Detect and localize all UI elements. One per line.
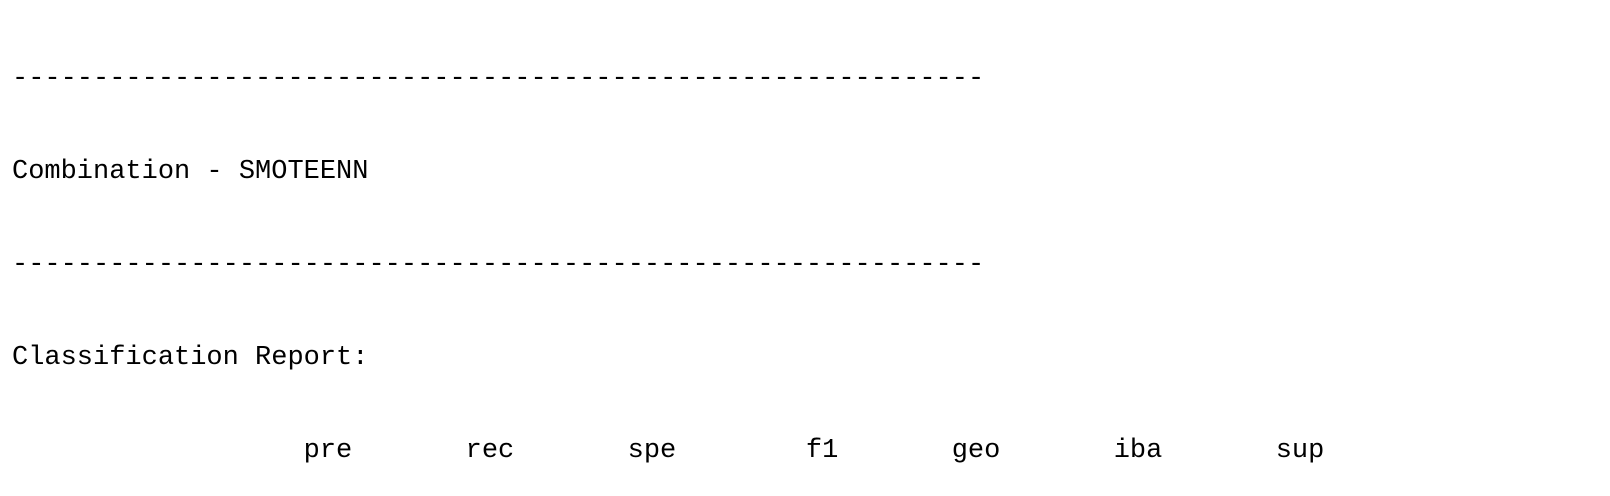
separator: ----------------------------------------… [12,64,985,94]
column-header: iba [1113,436,1163,466]
report-heading: Classification Report: [12,343,369,373]
column-header: rec [465,436,515,466]
column-header: spe [627,436,677,466]
title: Combination - SMOTEENN [12,157,369,187]
column-header: sup [1275,436,1325,466]
table-header: pre rec spe f1 geo iba sup [12,435,1325,468]
column-header: f1 [805,436,839,466]
column-header: pre [303,436,353,466]
text-block: ----------------------------------------… [12,3,1324,496]
column-header: geo [951,436,1001,466]
separator: ----------------------------------------… [12,250,985,280]
